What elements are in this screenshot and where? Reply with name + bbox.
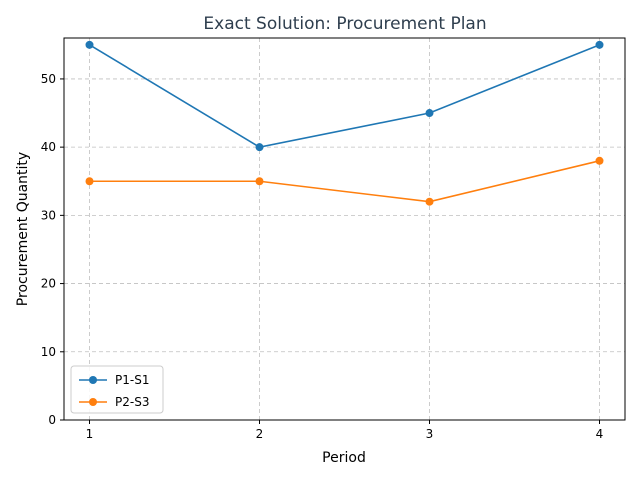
y-tick-label: 0 <box>48 413 56 427</box>
grid <box>64 38 625 421</box>
data-point <box>425 109 434 118</box>
data-point <box>595 156 604 165</box>
y-tick-label: 20 <box>41 277 56 291</box>
y-tick-label: 50 <box>41 72 56 86</box>
legend: P1-S1 P2-S3 <box>70 365 164 414</box>
legend-swatch-marker <box>89 398 97 406</box>
series-line-1 <box>89 44 600 148</box>
data-point <box>85 177 94 186</box>
series-line-2 <box>89 160 600 203</box>
legend-swatch-marker <box>89 376 97 384</box>
x-tick-label: 3 <box>426 427 434 441</box>
x-tick-label: 2 <box>256 427 264 441</box>
legend-entry: P1-S1 <box>115 373 149 387</box>
data-point <box>255 143 264 152</box>
y-tick-label: 30 <box>41 208 56 222</box>
x-axis-label: Period <box>322 450 366 466</box>
y-axis-label: Procurement Quantity <box>15 152 31 306</box>
x-tick-label: 1 <box>86 427 94 441</box>
plot-frame <box>63 37 626 421</box>
series-layer <box>85 40 604 206</box>
y-tick-label: 40 <box>41 140 56 154</box>
data-point <box>595 40 604 49</box>
chart-title: Exact Solution: Procurement Plan <box>203 14 486 34</box>
legend-entry: P2-S3 <box>115 395 149 409</box>
data-point <box>425 197 434 206</box>
x-tick-label: 4 <box>596 427 604 441</box>
data-point <box>85 40 94 49</box>
data-point <box>255 177 264 186</box>
y-tick-label: 10 <box>41 345 56 359</box>
